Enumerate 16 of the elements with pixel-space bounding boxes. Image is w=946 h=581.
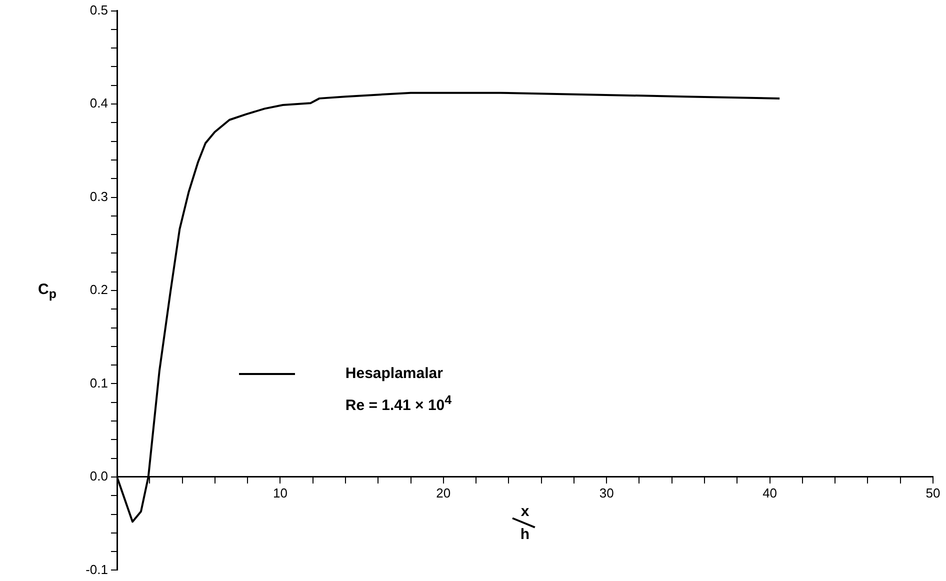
text: Hesaplamalar — [345, 365, 443, 382]
x-tick-label: 30 — [599, 485, 614, 500]
y-tick-label: 0.2 — [90, 282, 108, 298]
x-tick-label: 10 — [272, 485, 288, 500]
y-tick-label: 0.3 — [90, 188, 108, 204]
y-tick-label: 0.4 — [90, 96, 108, 111]
x-tick-label: 50 — [926, 485, 940, 500]
y-axis-title: C$_{p}$ — [38, 280, 56, 300]
y-tick-label: 0.0 — [90, 468, 108, 484]
y-tick-label: 0.1 — [90, 375, 108, 390]
y-tick-label: -0.1 — [86, 562, 108, 577]
x-axis-title: x/h — [504, 502, 545, 543]
x-tick-label: 20 — [436, 485, 451, 500]
y-tick-label: 0.5 — [90, 2, 108, 18]
annotation: Re = 1.41 × 10$^{4}$ — [345, 393, 452, 414]
x-tick-label: 40 — [762, 485, 778, 500]
